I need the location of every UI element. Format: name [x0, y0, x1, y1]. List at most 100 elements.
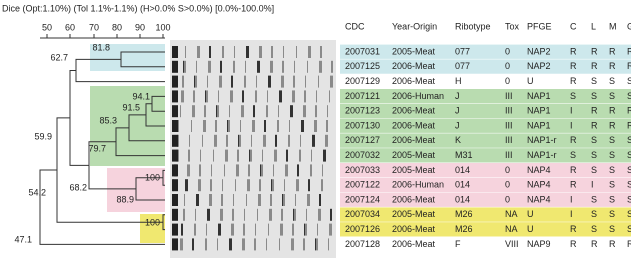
gel-band [293, 76, 295, 88]
cell: R [570, 76, 577, 86]
gel-band [231, 224, 234, 236]
gel-band [184, 194, 185, 206]
cell: S [627, 150, 631, 160]
gel-band [326, 120, 328, 132]
gel-band [311, 150, 312, 162]
gel-band [278, 105, 279, 117]
node-label: 88.9 [116, 194, 134, 204]
cell: S [609, 91, 615, 101]
gel-band [255, 90, 257, 102]
cell: NAP4 [527, 165, 551, 175]
gel-band [214, 135, 217, 147]
column-header: G [627, 21, 631, 31]
gel-band [297, 164, 299, 176]
gel-band [172, 164, 178, 176]
gel-band [257, 209, 258, 221]
gel-band [279, 238, 280, 250]
cell: R [627, 106, 631, 116]
gel-band [241, 105, 244, 117]
gel-band [196, 61, 197, 73]
gel-band [316, 90, 317, 102]
gel-band [213, 150, 214, 162]
gel-band [183, 61, 184, 73]
gel-band [262, 150, 263, 162]
gel-band [216, 105, 217, 117]
cell: 2007033 [345, 165, 380, 175]
gel-band [172, 105, 178, 117]
cell: NAP1 [527, 91, 551, 101]
gel-band [231, 76, 233, 88]
gel-band [296, 46, 297, 58]
cell: R [570, 224, 577, 234]
gel-band [205, 238, 207, 250]
node-label: 68.2 [69, 182, 87, 192]
table-row [340, 237, 631, 252]
cell: NAP2 [527, 46, 551, 56]
cell: R [609, 120, 616, 130]
gel-band [195, 76, 197, 88]
cell: U [527, 209, 534, 219]
cell: S [609, 194, 615, 204]
gel-band [254, 238, 256, 250]
cell: 014 [455, 194, 470, 204]
gel-band [198, 179, 201, 191]
gel-band [330, 76, 333, 88]
cell: R [609, 61, 616, 71]
gel-band [221, 194, 223, 206]
gel-band [182, 76, 184, 88]
gel-band [228, 120, 230, 132]
gel-band [172, 135, 178, 147]
gel-band [261, 164, 263, 176]
gel-band [272, 179, 274, 191]
gel-band [195, 209, 196, 221]
cell: III [505, 135, 513, 145]
table-row [340, 89, 631, 104]
gel-band [320, 46, 322, 58]
gel-band [197, 46, 200, 58]
gel-band [189, 135, 190, 147]
cell: S [627, 180, 631, 190]
cell: I [570, 194, 573, 204]
cell: F [455, 239, 461, 249]
node-label: 59.9 [34, 131, 52, 141]
scale-label: 70 [89, 22, 99, 32]
gel-band [317, 224, 318, 236]
gel-band [284, 179, 285, 191]
cell: 2007032 [345, 150, 380, 160]
cell: 2006-Meat [392, 61, 436, 71]
cell: 2006-Human [392, 91, 444, 101]
gel-band [303, 105, 306, 117]
gel-band [292, 224, 294, 236]
cell: R [627, 239, 631, 249]
gel-band [226, 135, 228, 147]
figure: Dice (Opt:1.10%) (Tol 1.1%-1.1%) (H>0.0%… [0, 0, 631, 262]
gel-band [235, 179, 236, 191]
gel-band [249, 150, 250, 162]
cell: 2006-Meat [392, 194, 436, 204]
gel-band [194, 76, 195, 88]
gel-band [252, 120, 255, 132]
cell: 2007127 [345, 135, 380, 145]
cell: VIII [505, 239, 519, 249]
gel-band [256, 76, 257, 88]
gel-band [225, 150, 228, 162]
cell: S [591, 150, 597, 160]
gel-band [323, 150, 326, 162]
gel-band [282, 61, 284, 73]
cell: S [609, 165, 615, 175]
cell: S [609, 150, 615, 160]
gel-band [282, 194, 283, 206]
cell: NAP4 [527, 180, 551, 190]
column-header: CDC [345, 21, 365, 31]
node-label: 91.5 [122, 102, 140, 112]
gel-band [310, 164, 312, 176]
gel-band [304, 90, 306, 102]
cell: S [591, 165, 597, 175]
node-label: 81.8 [92, 42, 110, 52]
gel-band [172, 120, 178, 132]
gel-band [183, 209, 185, 221]
cell: NAP1 [527, 120, 551, 130]
gel-band [294, 209, 296, 221]
gel-band [285, 164, 288, 176]
gel-band [325, 135, 328, 147]
